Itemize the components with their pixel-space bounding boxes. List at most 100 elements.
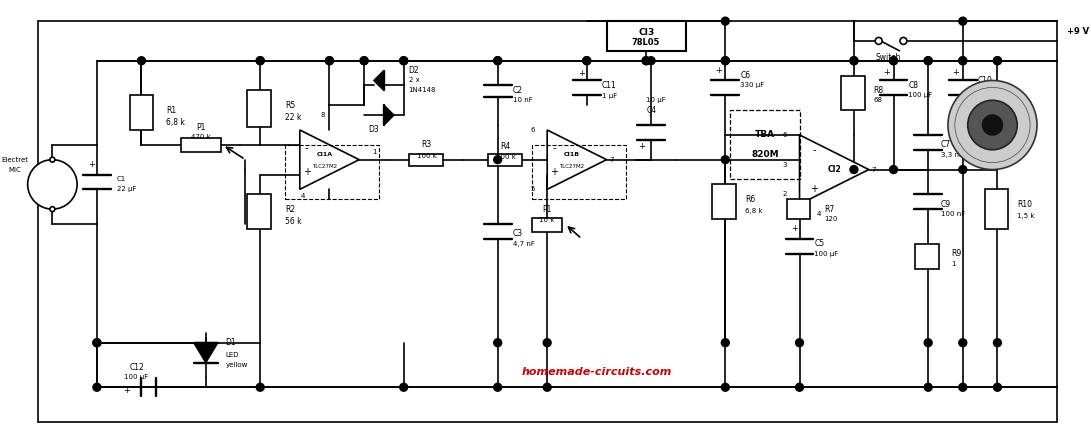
Text: R7: R7 <box>825 205 835 214</box>
Circle shape <box>643 57 650 65</box>
Circle shape <box>959 339 967 347</box>
Text: +: + <box>88 160 95 169</box>
Circle shape <box>325 57 334 65</box>
Text: +: + <box>638 142 645 151</box>
Text: 4,7 nF: 4,7 nF <box>513 241 535 247</box>
Bar <box>532 218 562 232</box>
Text: 3: 3 <box>782 162 787 167</box>
Text: R8: R8 <box>874 86 884 95</box>
Text: MIC: MIC <box>9 166 21 173</box>
Text: CI1A: CI1A <box>316 152 333 157</box>
Text: 7: 7 <box>609 157 614 163</box>
Text: 2 x: 2 x <box>409 78 419 83</box>
Text: 22 k: 22 k <box>285 113 301 122</box>
Text: -: - <box>552 143 555 153</box>
Text: 6,8 k: 6,8 k <box>745 208 763 214</box>
Text: +: + <box>811 184 818 194</box>
Circle shape <box>721 339 729 347</box>
Circle shape <box>494 156 502 164</box>
Circle shape <box>875 37 883 44</box>
Text: yellow: yellow <box>226 362 248 369</box>
Bar <box>787 199 811 219</box>
Text: -: - <box>813 145 816 155</box>
Text: 1: 1 <box>951 261 956 266</box>
Circle shape <box>994 57 1002 65</box>
Polygon shape <box>800 135 868 204</box>
Text: homemade-circuits.com: homemade-circuits.com <box>521 368 672 377</box>
Text: 1: 1 <box>372 149 376 155</box>
Text: 330 µF: 330 µF <box>740 83 765 88</box>
Text: 100 µF: 100 µF <box>124 374 148 381</box>
Circle shape <box>50 206 55 212</box>
Text: 22 µF: 22 µF <box>117 186 136 192</box>
Bar <box>841 75 865 110</box>
Circle shape <box>93 339 100 347</box>
Circle shape <box>721 57 729 65</box>
Circle shape <box>360 57 368 65</box>
Circle shape <box>399 383 408 391</box>
Text: 78L05: 78L05 <box>632 38 660 48</box>
Circle shape <box>948 80 1038 170</box>
Circle shape <box>959 57 967 65</box>
Polygon shape <box>194 343 218 362</box>
Circle shape <box>583 57 590 65</box>
Text: 2: 2 <box>302 132 307 138</box>
Circle shape <box>959 17 967 25</box>
Text: 6,8 k: 6,8 k <box>166 118 185 127</box>
Circle shape <box>643 57 650 65</box>
Text: 6: 6 <box>530 127 535 133</box>
Text: R5: R5 <box>285 101 296 110</box>
Text: Electret: Electret <box>1 157 28 163</box>
Circle shape <box>983 115 1003 135</box>
Circle shape <box>959 383 967 391</box>
Circle shape <box>721 57 729 65</box>
Circle shape <box>360 57 368 65</box>
Circle shape <box>924 339 932 347</box>
Text: R9: R9 <box>951 249 961 258</box>
Text: 68: 68 <box>874 97 883 103</box>
Circle shape <box>959 57 967 65</box>
Text: R3: R3 <box>421 140 432 149</box>
Circle shape <box>994 57 1002 65</box>
Circle shape <box>959 166 967 174</box>
Circle shape <box>93 383 100 391</box>
Bar <box>915 244 939 269</box>
Text: 56 k: 56 k <box>285 217 301 226</box>
Bar <box>181 138 220 152</box>
Text: 10 µF: 10 µF <box>646 97 666 103</box>
Circle shape <box>795 383 803 391</box>
Text: CI1B: CI1B <box>564 152 580 157</box>
Text: +: + <box>123 386 130 395</box>
Text: 8: 8 <box>321 112 325 118</box>
Text: +: + <box>883 68 890 77</box>
Text: 100 nF: 100 nF <box>942 211 966 217</box>
Circle shape <box>399 57 408 65</box>
Circle shape <box>850 57 858 65</box>
Bar <box>712 184 736 219</box>
Text: +: + <box>715 66 722 75</box>
Text: 6: 6 <box>782 132 787 138</box>
Circle shape <box>325 57 334 65</box>
Text: +: + <box>952 68 959 77</box>
Circle shape <box>494 339 502 347</box>
Text: 7: 7 <box>872 166 876 173</box>
Circle shape <box>647 57 655 65</box>
Text: C10: C10 <box>978 76 993 85</box>
Bar <box>248 91 271 127</box>
Circle shape <box>924 57 932 65</box>
Bar <box>488 154 523 166</box>
Text: 100 µF: 100 µF <box>909 92 933 98</box>
Bar <box>532 145 626 199</box>
Text: CI3: CI3 <box>638 28 655 36</box>
Text: 1N4148: 1N4148 <box>409 87 436 93</box>
Bar <box>130 95 154 130</box>
Text: TLC27M2: TLC27M2 <box>312 164 337 169</box>
Circle shape <box>494 57 502 65</box>
Circle shape <box>968 100 1017 150</box>
Text: +: + <box>791 224 798 234</box>
Text: TLC27M2: TLC27M2 <box>560 164 585 169</box>
Text: 10 k: 10 k <box>539 217 555 223</box>
Text: C8: C8 <box>909 81 919 90</box>
Polygon shape <box>384 105 394 125</box>
Text: 3,3 nF: 3,3 nF <box>942 152 963 158</box>
